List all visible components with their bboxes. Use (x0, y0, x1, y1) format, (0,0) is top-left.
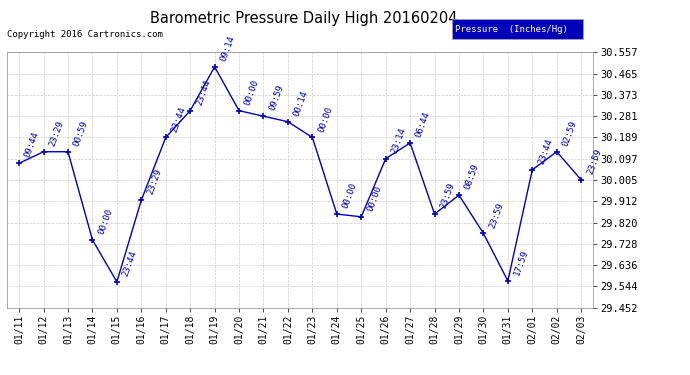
Text: 00:00: 00:00 (243, 78, 261, 106)
Text: 00:59: 00:59 (72, 119, 90, 148)
Text: 00:00: 00:00 (366, 184, 383, 213)
Text: 23:44: 23:44 (121, 249, 139, 278)
Text: 09:44: 09:44 (23, 131, 41, 159)
Text: 23:59: 23:59 (439, 182, 456, 210)
Text: 23:59: 23:59 (585, 147, 603, 176)
Text: 00:00: 00:00 (317, 105, 334, 133)
Text: 00:00: 00:00 (341, 182, 359, 210)
Text: 06:44: 06:44 (414, 111, 432, 139)
Text: Copyright 2016 Cartronics.com: Copyright 2016 Cartronics.com (7, 30, 163, 39)
Text: 23:29: 23:29 (48, 119, 66, 148)
Text: 00:00: 00:00 (97, 207, 115, 236)
Text: 23:44: 23:44 (536, 137, 554, 166)
Text: 00:14: 00:14 (292, 89, 310, 118)
Text: Barometric Pressure Daily High 20160204: Barometric Pressure Daily High 20160204 (150, 11, 457, 26)
Text: 23:44: 23:44 (195, 78, 212, 106)
Text: 23:59: 23:59 (488, 201, 505, 229)
Text: 23:29: 23:29 (146, 168, 163, 196)
Text: 02:59: 02:59 (561, 119, 578, 148)
Text: 09:14: 09:14 (219, 34, 237, 63)
Text: 09:59: 09:59 (268, 84, 285, 112)
Text: 23:44: 23:44 (170, 105, 188, 133)
Text: 17:59: 17:59 (512, 249, 530, 277)
Text: Pressure  (Inches/Hg): Pressure (Inches/Hg) (455, 25, 569, 34)
Text: 08:59: 08:59 (463, 163, 481, 191)
Text: 23:14: 23:14 (390, 126, 408, 154)
